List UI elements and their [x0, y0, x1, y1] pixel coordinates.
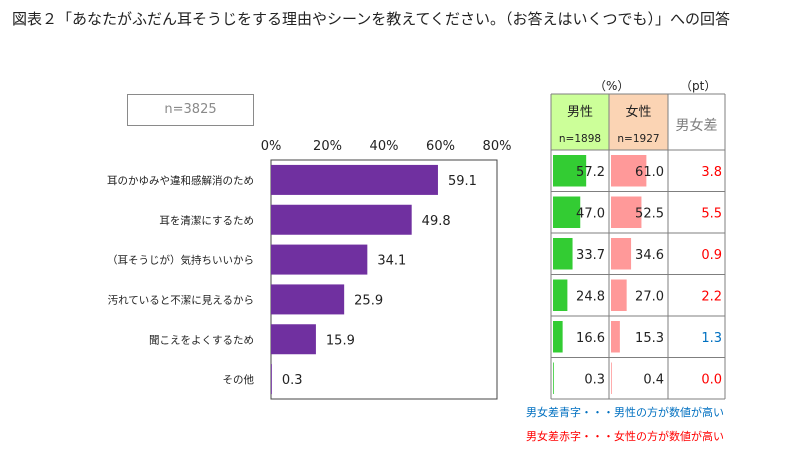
diff-value: 5.5	[701, 206, 722, 221]
male-bar	[553, 279, 568, 311]
data-label: 15.9	[326, 333, 355, 348]
diff-value: 2.2	[701, 289, 722, 304]
female-value: 15.3	[635, 331, 664, 346]
male-value: 47.0	[576, 206, 605, 221]
female-bar	[611, 238, 632, 270]
female-bar	[611, 321, 620, 353]
note-red: 男女差赤字・・・女性の方が数値が高い	[526, 430, 724, 443]
data-label: 59.1	[448, 174, 477, 189]
x-tick-label: 0%	[261, 139, 282, 154]
category-label: （耳そうじが）気持ちいいから	[107, 254, 254, 267]
bar	[271, 284, 345, 315]
female-bar	[611, 279, 627, 311]
female-bar	[611, 196, 642, 228]
male-bar	[553, 238, 573, 270]
diff-value: 1.3	[701, 331, 722, 346]
diff-value: 3.8	[701, 165, 722, 180]
category-label: 聞こえをよくするため	[149, 334, 254, 346]
female-header-bg	[609, 94, 668, 150]
male-value: 24.8	[576, 289, 605, 304]
female-value: 27.0	[635, 289, 664, 304]
male-bar	[553, 155, 587, 187]
page-title: 図表２「あなたがふだん耳そうじをする理由やシーンを教えてください。（お答えはいく…	[12, 10, 731, 28]
diff-value: 0.9	[701, 248, 722, 263]
male-value: 57.2	[576, 165, 605, 180]
male-value: 33.7	[576, 248, 605, 263]
x-tick-label: 80%	[483, 139, 512, 154]
unit-point-label: （pt）	[680, 79, 717, 93]
category-label: 耳のかゆみや違和感解消のため	[107, 174, 254, 187]
male-value: 0.3	[584, 372, 605, 387]
category-label: 汚れていると不潔に見えるから	[108, 293, 254, 306]
bar	[271, 324, 316, 355]
sample-size-box: n=3825	[127, 94, 254, 126]
data-label: 25.9	[354, 293, 383, 308]
male-header-label: 男性	[567, 105, 593, 120]
female-value: 0.4	[643, 372, 664, 387]
female-header-label: 女性	[625, 104, 651, 120]
male-n-label: n=1898	[559, 133, 601, 145]
male-bar	[553, 196, 581, 228]
data-label: 34.1	[377, 254, 406, 269]
male-value: 16.6	[576, 331, 605, 346]
male-header-bg	[551, 94, 609, 150]
bar	[271, 244, 368, 275]
plot-area	[270, 159, 498, 400]
female-n-label: n=1927	[617, 133, 659, 145]
x-tick-label: 60%	[426, 139, 455, 154]
female-value: 52.5	[635, 206, 664, 221]
female-value: 61.0	[635, 165, 664, 180]
category-label: その他	[223, 373, 255, 386]
diff-header-label: 男女差	[676, 117, 718, 134]
data-label: 49.8	[422, 214, 451, 229]
female-bar	[611, 155, 647, 187]
diff-value: 0.0	[701, 372, 722, 387]
data-label: 0.3	[282, 373, 303, 388]
x-tick-label: 40%	[370, 139, 399, 154]
x-tick-label: 20%	[313, 139, 342, 154]
female-value: 34.6	[635, 248, 664, 263]
bar	[271, 204, 412, 235]
category-label: 耳を清潔にするため	[159, 214, 254, 227]
unit-percent-label: （%）	[594, 79, 630, 93]
note-blue: 男女差青字・・・男性の方が数値が高い	[526, 406, 724, 419]
male-bar	[553, 321, 563, 353]
female-bar	[611, 362, 612, 394]
bar	[271, 164, 438, 195]
male-bar	[553, 362, 554, 394]
bar	[271, 364, 272, 395]
